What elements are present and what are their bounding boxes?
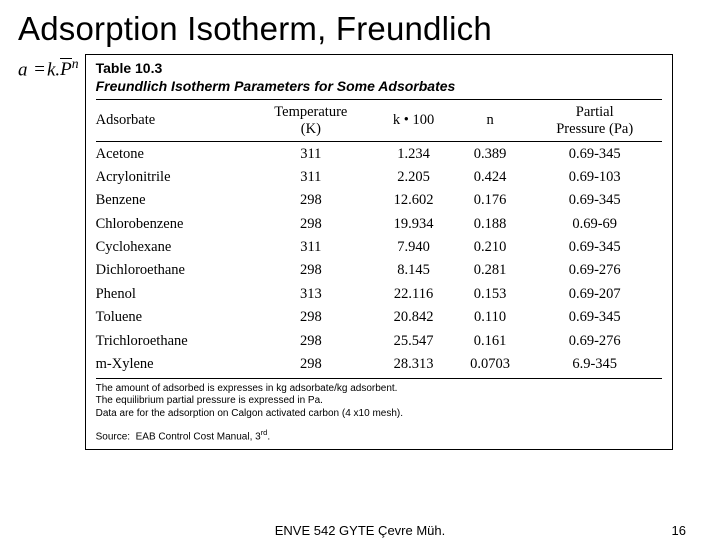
content-row: a =k.Pn Table 10.3 Freundlich Isotherm P… xyxy=(18,54,702,450)
cell-n: 0.188 xyxy=(452,212,527,235)
formula-P-var: P xyxy=(60,59,72,80)
page-number: 16 xyxy=(672,523,686,538)
cell-temp: 298 xyxy=(247,306,375,329)
cell-adsorbate: Benzene xyxy=(96,189,247,212)
formula-k: k. xyxy=(47,59,60,80)
cell-adsorbate: Chlorobenzene xyxy=(96,212,247,235)
cell-k100: 19.934 xyxy=(375,212,453,235)
cell-temp: 298 xyxy=(247,353,375,379)
cell-k100: 7.940 xyxy=(375,236,453,259)
cell-k100: 1.234 xyxy=(375,142,453,166)
cell-pp: 0.69-103 xyxy=(528,166,662,189)
table-row: Dichloroethane2988.1450.2810.69-276 xyxy=(96,259,662,282)
cell-adsorbate: Trichloroethane xyxy=(96,329,247,352)
cell-temp: 298 xyxy=(247,189,375,212)
cell-pp: 0.69-345 xyxy=(528,236,662,259)
cell-n: 0.424 xyxy=(452,166,527,189)
cell-temp: 311 xyxy=(247,236,375,259)
cell-temp: 311 xyxy=(247,166,375,189)
freundlich-formula: a =k.Pn xyxy=(18,54,85,81)
col-n: n xyxy=(452,100,527,142)
formula-exp: n xyxy=(72,56,79,71)
cell-n: 0.281 xyxy=(452,259,527,282)
table-row: Acetone3111.2340.3890.69-345 xyxy=(96,142,662,166)
cell-adsorbate: Acrylonitrile xyxy=(96,166,247,189)
cell-pp: 6.9-345 xyxy=(528,353,662,379)
cell-pp: 0.69-276 xyxy=(528,329,662,352)
cell-adsorbate: Phenol xyxy=(96,283,247,306)
col-pp: Partial Pressure (Pa) xyxy=(528,100,662,142)
cell-k100: 28.313 xyxy=(375,353,453,379)
table-source: Source: EAB Control Cost Manual, 3rd. xyxy=(96,428,662,442)
page-title: Adsorption Isotherm, Freundlich xyxy=(18,10,702,48)
table-body: Acetone3111.2340.3890.69-345Acrylonitril… xyxy=(96,142,662,379)
formula-eq: = xyxy=(32,59,47,80)
freundlich-table: Adsorbate Temperature (K) k • 100 n Part… xyxy=(96,99,662,379)
table-row: Cyclohexane3117.9400.2100.69-345 xyxy=(96,236,662,259)
table-row: Toluene29820.8420.1100.69-345 xyxy=(96,306,662,329)
footer-center: ENVE 542 GYTE Çevre Müh. xyxy=(0,523,720,538)
footnote: Data are for the adsorption on Calgon ac… xyxy=(96,408,662,421)
col-temp-l1: Temperature xyxy=(274,104,347,120)
cell-temp: 313 xyxy=(247,283,375,306)
col-pp-l1: Partial xyxy=(576,104,614,120)
col-adsorbate: Adsorbate xyxy=(96,100,247,142)
col-temp-l2: (K) xyxy=(301,121,321,137)
cell-temp: 298 xyxy=(247,329,375,352)
formula-P: P xyxy=(60,59,72,81)
table-row: Phenol31322.1160.1530.69-207 xyxy=(96,283,662,306)
cell-pp: 0.69-69 xyxy=(528,212,662,235)
cell-k100: 12.602 xyxy=(375,189,453,212)
slide: Adsorption Isotherm, Freundlich a =k.Pn … xyxy=(0,0,720,540)
table-container: Table 10.3 Freundlich Isotherm Parameter… xyxy=(85,54,673,450)
cell-k100: 22.116 xyxy=(375,283,453,306)
cell-temp: 311 xyxy=(247,142,375,166)
cell-pp: 0.69-207 xyxy=(528,283,662,306)
cell-pp: 0.69-345 xyxy=(528,306,662,329)
table-footnotes: The amount of adsorbed is expresses in k… xyxy=(96,383,662,421)
table-caption: Freundlich Isotherm Parameters for Some … xyxy=(96,78,662,96)
table-row: Chlorobenzene29819.9340.1880.69-69 xyxy=(96,212,662,235)
table-header-row: Adsorbate Temperature (K) k • 100 n Part… xyxy=(96,100,662,142)
table-label: Table 10.3 xyxy=(96,60,662,78)
table-row: m-Xylene29828.3130.07036.9-345 xyxy=(96,353,662,379)
cell-n: 0.153 xyxy=(452,283,527,306)
cell-temp: 298 xyxy=(247,259,375,282)
cell-n: 0.0703 xyxy=(452,353,527,379)
cell-pp: 0.69-276 xyxy=(528,259,662,282)
formula-lhs: a xyxy=(18,59,28,80)
cell-k100: 20.842 xyxy=(375,306,453,329)
cell-adsorbate: Cyclohexane xyxy=(96,236,247,259)
cell-n: 0.110 xyxy=(452,306,527,329)
footnote: The equilibrium partial pressure is expr… xyxy=(96,395,662,408)
col-k100: k • 100 xyxy=(375,100,453,142)
footnote: The amount of adsorbed is expresses in k… xyxy=(96,383,662,396)
table-row: Benzene29812.6020.1760.69-345 xyxy=(96,189,662,212)
cell-k100: 8.145 xyxy=(375,259,453,282)
table-row: Acrylonitrile3112.2050.4240.69-103 xyxy=(96,166,662,189)
table-row: Trichloroethane29825.5470.1610.69-276 xyxy=(96,329,662,352)
cell-pp: 0.69-345 xyxy=(528,142,662,166)
cell-adsorbate: Toluene xyxy=(96,306,247,329)
cell-adsorbate: Acetone xyxy=(96,142,247,166)
cell-pp: 0.69-345 xyxy=(528,189,662,212)
cell-k100: 2.205 xyxy=(375,166,453,189)
cell-n: 0.176 xyxy=(452,189,527,212)
cell-n: 0.389 xyxy=(452,142,527,166)
cell-temp: 298 xyxy=(247,212,375,235)
col-pp-l2: Pressure (Pa) xyxy=(556,121,633,137)
col-temp: Temperature (K) xyxy=(247,100,375,142)
cell-n: 0.210 xyxy=(452,236,527,259)
cell-adsorbate: m-Xylene xyxy=(96,353,247,379)
cell-k100: 25.547 xyxy=(375,329,453,352)
cell-n: 0.161 xyxy=(452,329,527,352)
cell-adsorbate: Dichloroethane xyxy=(96,259,247,282)
